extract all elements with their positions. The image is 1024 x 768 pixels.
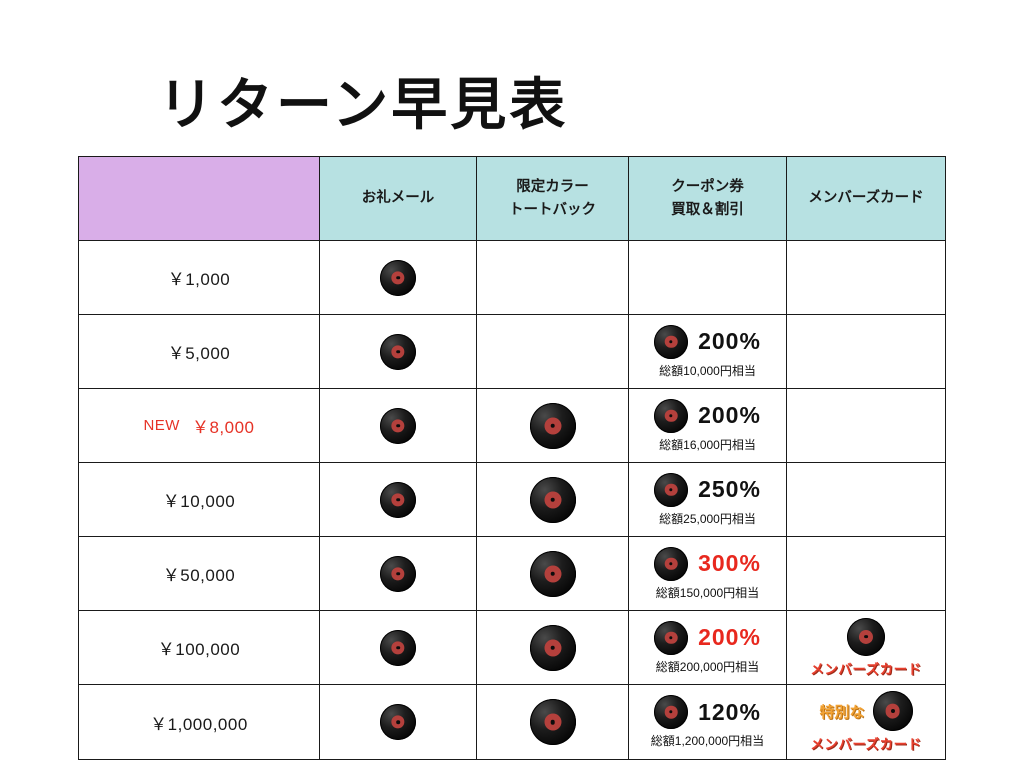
tote-cell	[477, 537, 629, 611]
coupon-cell: 200% 総額10,000円相当	[629, 315, 787, 389]
tier-label: ￥1,000,000	[150, 714, 248, 734]
tier-label: ￥100,000	[157, 640, 241, 659]
tier-label: ￥10,000	[162, 492, 236, 511]
header-member: メンバーズカード	[787, 157, 945, 241]
member-cell: 特別な メンバーズカード	[787, 685, 945, 759]
tote-cell	[477, 685, 629, 759]
vinyl-record-icon	[380, 407, 416, 444]
members-card-label: メンバーズカード	[810, 737, 922, 752]
mail-cell	[320, 315, 477, 389]
vinyl-record-icon	[380, 333, 416, 370]
tier-label: ￥1,000	[167, 270, 231, 289]
tier-label: ￥8,000	[191, 418, 255, 437]
coupon-cell: 120% 総額1,200,000円相当	[629, 685, 787, 759]
tote-cell	[477, 611, 629, 685]
member-cell	[787, 389, 945, 463]
special-label: 特別な	[819, 703, 865, 721]
vinyl-record-icon	[380, 629, 416, 666]
tier-cell: ￥10,000	[79, 463, 320, 537]
mail-cell	[320, 389, 477, 463]
vinyl-record-icon	[847, 617, 885, 656]
coupon-percent: 200%	[698, 328, 761, 354]
vinyl-record-icon	[380, 481, 416, 518]
header-coupon-line2: 買取＆割引	[671, 201, 744, 218]
table-row: ￥1,000,000 120% 総額1,200,000円相当 特別な メンバーズ…	[79, 685, 945, 759]
tote-cell	[477, 389, 629, 463]
returns-table: お礼メール 限定カラー トートバック クーポン券 買取＆割引 メンバーズカード …	[78, 156, 946, 760]
coupon-cell: 300% 総額150,000円相当	[629, 537, 787, 611]
tote-cell	[477, 315, 629, 389]
vinyl-record-icon	[654, 398, 689, 433]
coupon-total: 総額1,200,000円相当	[650, 734, 765, 748]
members-card-label: メンバーズカード	[810, 661, 922, 677]
vinyl-record-icon	[872, 691, 913, 731]
coupon-cell	[629, 241, 787, 315]
vinyl-record-icon	[380, 704, 416, 740]
coupon-total: 総額25,000円相当	[659, 511, 756, 526]
table-row: ￥100,000 200% 総額200,000円相当 メンバーズカード	[79, 611, 945, 685]
table-row: ￥1,000	[79, 241, 945, 315]
header-mail: お礼メール	[320, 157, 477, 241]
vinyl-record-icon	[529, 550, 576, 597]
vinyl-record-icon	[654, 546, 689, 581]
member-cell	[787, 537, 945, 611]
coupon-total: 総額200,000円相当	[655, 659, 760, 674]
new-badge: NEW	[143, 417, 180, 434]
header-coupon: クーポン券 買取＆割引	[629, 157, 787, 241]
tier-label: ￥50,000	[162, 566, 236, 585]
header-tier	[79, 157, 320, 241]
vinyl-record-icon	[654, 695, 689, 729]
tier-label: ￥5,000	[167, 344, 231, 363]
coupon-percent: 200%	[698, 624, 761, 650]
vinyl-record-icon	[654, 472, 689, 507]
vinyl-record-icon	[380, 259, 416, 296]
table-row: ￥10,000 250% 総額25,000円相当	[79, 463, 945, 537]
header-tote-line2: トートバック	[509, 201, 596, 218]
vinyl-record-icon	[654, 324, 689, 359]
table-row: ￥50,000 300% 総額150,000円相当	[79, 537, 945, 611]
header-tote-line1: 限定カラー	[516, 179, 589, 196]
tier-cell: ￥5,000	[79, 315, 320, 389]
tote-cell	[477, 241, 629, 315]
coupon-total: 総額150,000円相当	[655, 585, 760, 600]
coupon-cell: 200% 総額16,000円相当	[629, 389, 787, 463]
mail-cell	[320, 611, 477, 685]
vinyl-record-icon	[529, 624, 576, 671]
tier-cell: ￥1,000,000	[79, 685, 320, 759]
member-cell	[787, 463, 945, 537]
member-cell	[787, 241, 945, 315]
coupon-total: 総額10,000円相当	[659, 363, 756, 378]
coupon-percent: 120%	[698, 698, 761, 725]
coupon-percent: 200%	[698, 402, 761, 428]
mail-cell	[320, 241, 477, 315]
table-header-row: お礼メール 限定カラー トートバック クーポン券 買取＆割引 メンバーズカード	[79, 157, 945, 241]
member-cell	[787, 315, 945, 389]
vinyl-record-icon	[654, 620, 689, 655]
coupon-percent: 250%	[698, 476, 761, 502]
vinyl-record-icon	[380, 555, 416, 592]
coupon-total: 総額16,000円相当	[659, 437, 756, 452]
table-row: NEW ￥8,000 200% 総額16,000円相当	[79, 389, 945, 463]
tote-cell	[477, 463, 629, 537]
vinyl-record-icon	[529, 402, 576, 449]
mail-cell	[320, 463, 477, 537]
mail-cell	[320, 537, 477, 611]
mail-cell	[320, 685, 477, 759]
coupon-cell: 250% 総額25,000円相当	[629, 463, 787, 537]
page-title: リターン早見表	[158, 73, 569, 136]
tier-cell: ￥50,000	[79, 537, 320, 611]
coupon-percent: 300%	[698, 550, 761, 576]
vinyl-record-icon	[529, 476, 576, 523]
member-cell: メンバーズカード	[787, 611, 945, 685]
tier-cell: ￥1,000	[79, 241, 320, 315]
header-coupon-line1: クーポン券	[671, 179, 744, 196]
coupon-cell: 200% 総額200,000円相当	[629, 611, 787, 685]
tier-cell: ￥100,000	[79, 611, 320, 685]
vinyl-record-icon	[529, 699, 576, 745]
tier-cell: NEW ￥8,000	[79, 389, 320, 463]
table-row: ￥5,000 200% 総額10,000円相当	[79, 315, 945, 389]
header-tote: 限定カラー トートバック	[477, 157, 629, 241]
